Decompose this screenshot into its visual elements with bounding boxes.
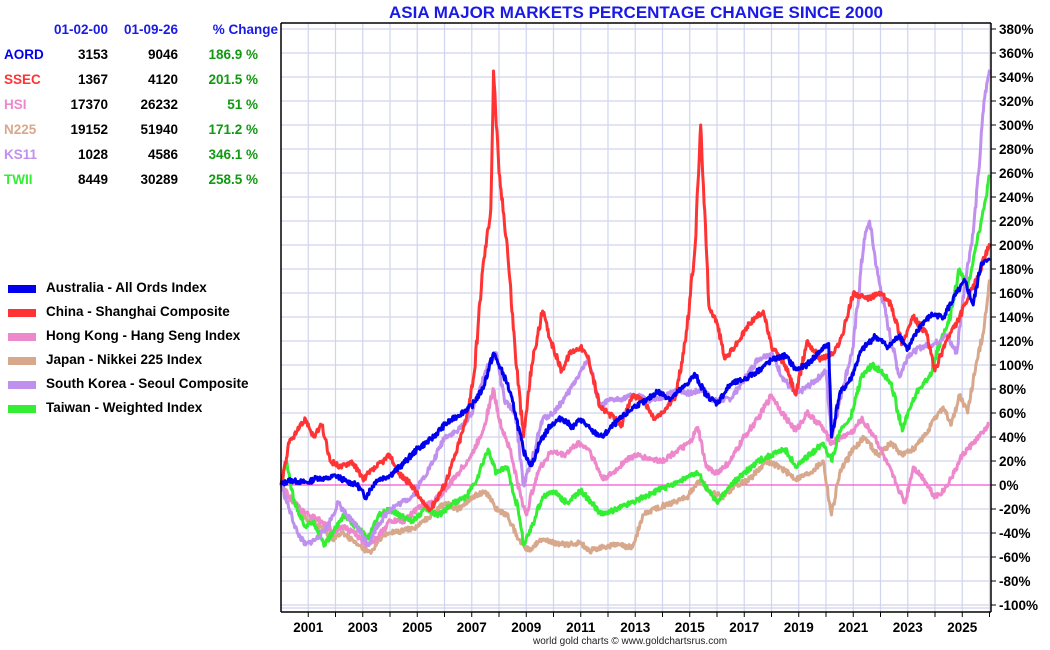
- x-tick-label: 2009: [511, 620, 541, 635]
- y-tick-label: -100%: [999, 598, 1038, 613]
- start-value: 17370: [70, 97, 108, 112]
- start-value: 1028: [77, 147, 108, 162]
- legend-swatch: [8, 309, 36, 317]
- x-tick-label: 2003: [348, 620, 379, 635]
- y-tick-label: -40%: [999, 526, 1031, 541]
- legend-label: Taiwan - Weighted Index: [46, 400, 203, 415]
- x-tick-label: 2021: [838, 620, 869, 635]
- y-tick-label: 200%: [999, 238, 1034, 253]
- x-tick-label: 2011: [566, 620, 596, 635]
- index-code: HSI: [4, 97, 27, 112]
- y-tick-label: 60%: [999, 406, 1026, 421]
- end-value: 4120: [147, 72, 178, 87]
- percent-change: 186.9 %: [208, 47, 258, 62]
- y-tick-label: 160%: [999, 286, 1034, 301]
- index-code: SSEC: [4, 72, 41, 87]
- x-tick-label: 2013: [620, 620, 651, 635]
- series-line-n225: [280, 279, 991, 555]
- series-line-ssec: [279, 69, 991, 512]
- legend-label: Japan - Nikkei 225 Index: [46, 352, 203, 367]
- y-tick-label: -80%: [999, 574, 1031, 589]
- end-value: 9046: [147, 47, 178, 62]
- chart-title: ASIA MAJOR MARKETS PERCENTAGE CHANGE SIN…: [388, 3, 884, 22]
- y-tick-label: 40%: [999, 430, 1026, 445]
- y-tick-label: -20%: [999, 502, 1031, 517]
- end-value: 26232: [140, 97, 178, 112]
- percent-change: 346.1 %: [208, 147, 258, 162]
- series-line-twii: [279, 174, 991, 548]
- y-tick-label: 0%: [999, 478, 1019, 493]
- legend-swatch: [8, 357, 36, 365]
- start-value: 1367: [77, 72, 108, 87]
- legend-label: Australia - All Ords Index: [46, 280, 207, 295]
- x-tick-label: 2017: [729, 620, 759, 635]
- x-tick-label: 2005: [402, 620, 433, 635]
- y-tick-label: 20%: [999, 454, 1026, 469]
- index-code: N225: [4, 122, 37, 137]
- x-tick-label: 2001: [293, 620, 324, 635]
- y-tick-label: 260%: [999, 166, 1034, 181]
- y-tick-label: 120%: [999, 334, 1034, 349]
- y-tick-label: 220%: [999, 214, 1034, 229]
- y-tick-label: 140%: [999, 310, 1034, 325]
- y-tick-label: 280%: [999, 142, 1034, 157]
- x-tick-label: 2025: [947, 620, 978, 635]
- x-tick-label: 2015: [675, 620, 706, 635]
- y-tick-label: 320%: [999, 94, 1034, 109]
- x-tick-label: 2007: [457, 620, 487, 635]
- y-tick-label: 380%: [999, 22, 1034, 37]
- index-code: TWII: [4, 172, 33, 187]
- legend-swatch: [8, 381, 36, 389]
- percent-change: 171.2 %: [208, 122, 258, 137]
- footer-credit: world gold charts © www.goldchartsrus.co…: [533, 636, 728, 647]
- header-end-date: 01-09-26: [123, 22, 178, 37]
- y-tick-label: 360%: [999, 46, 1034, 61]
- legend-swatch: [8, 285, 36, 293]
- y-tick-label: 80%: [999, 382, 1026, 397]
- legend-label: Hong Kong - Hang Seng Index: [46, 328, 241, 343]
- legend-label: China - Shanghai Composite: [46, 304, 230, 319]
- series-line-aord: [279, 257, 991, 501]
- y-tick-label: 340%: [999, 70, 1034, 85]
- percent-change: 258.5 %: [208, 172, 258, 187]
- series-line-hsi: [280, 387, 991, 549]
- x-tick-label: 2023: [893, 620, 924, 635]
- y-tick-label: 300%: [999, 118, 1034, 133]
- legend-swatch: [8, 405, 36, 413]
- y-tick-label: 240%: [999, 190, 1034, 205]
- index-code: AORD: [4, 47, 44, 62]
- percent-change: 51 %: [227, 97, 258, 112]
- y-tick-label: -60%: [999, 550, 1031, 565]
- end-value: 51940: [140, 122, 178, 137]
- y-tick-label: 100%: [999, 358, 1034, 373]
- end-value: 30289: [140, 172, 178, 187]
- legend-swatch: [8, 333, 36, 341]
- end-value: 4586: [147, 147, 178, 162]
- header-start-date: 01-02-00: [53, 22, 108, 37]
- percent-change: 201.5 %: [208, 72, 258, 87]
- header-change: % Change: [212, 22, 278, 37]
- index-code: KS11: [4, 147, 38, 162]
- start-value: 3153: [77, 47, 108, 62]
- x-tick-label: 2019: [784, 620, 814, 635]
- start-value: 19152: [70, 122, 108, 137]
- legend-label: South Korea - Seoul Composite: [46, 376, 249, 391]
- start-value: 8449: [77, 172, 108, 187]
- y-tick-label: 180%: [999, 262, 1034, 277]
